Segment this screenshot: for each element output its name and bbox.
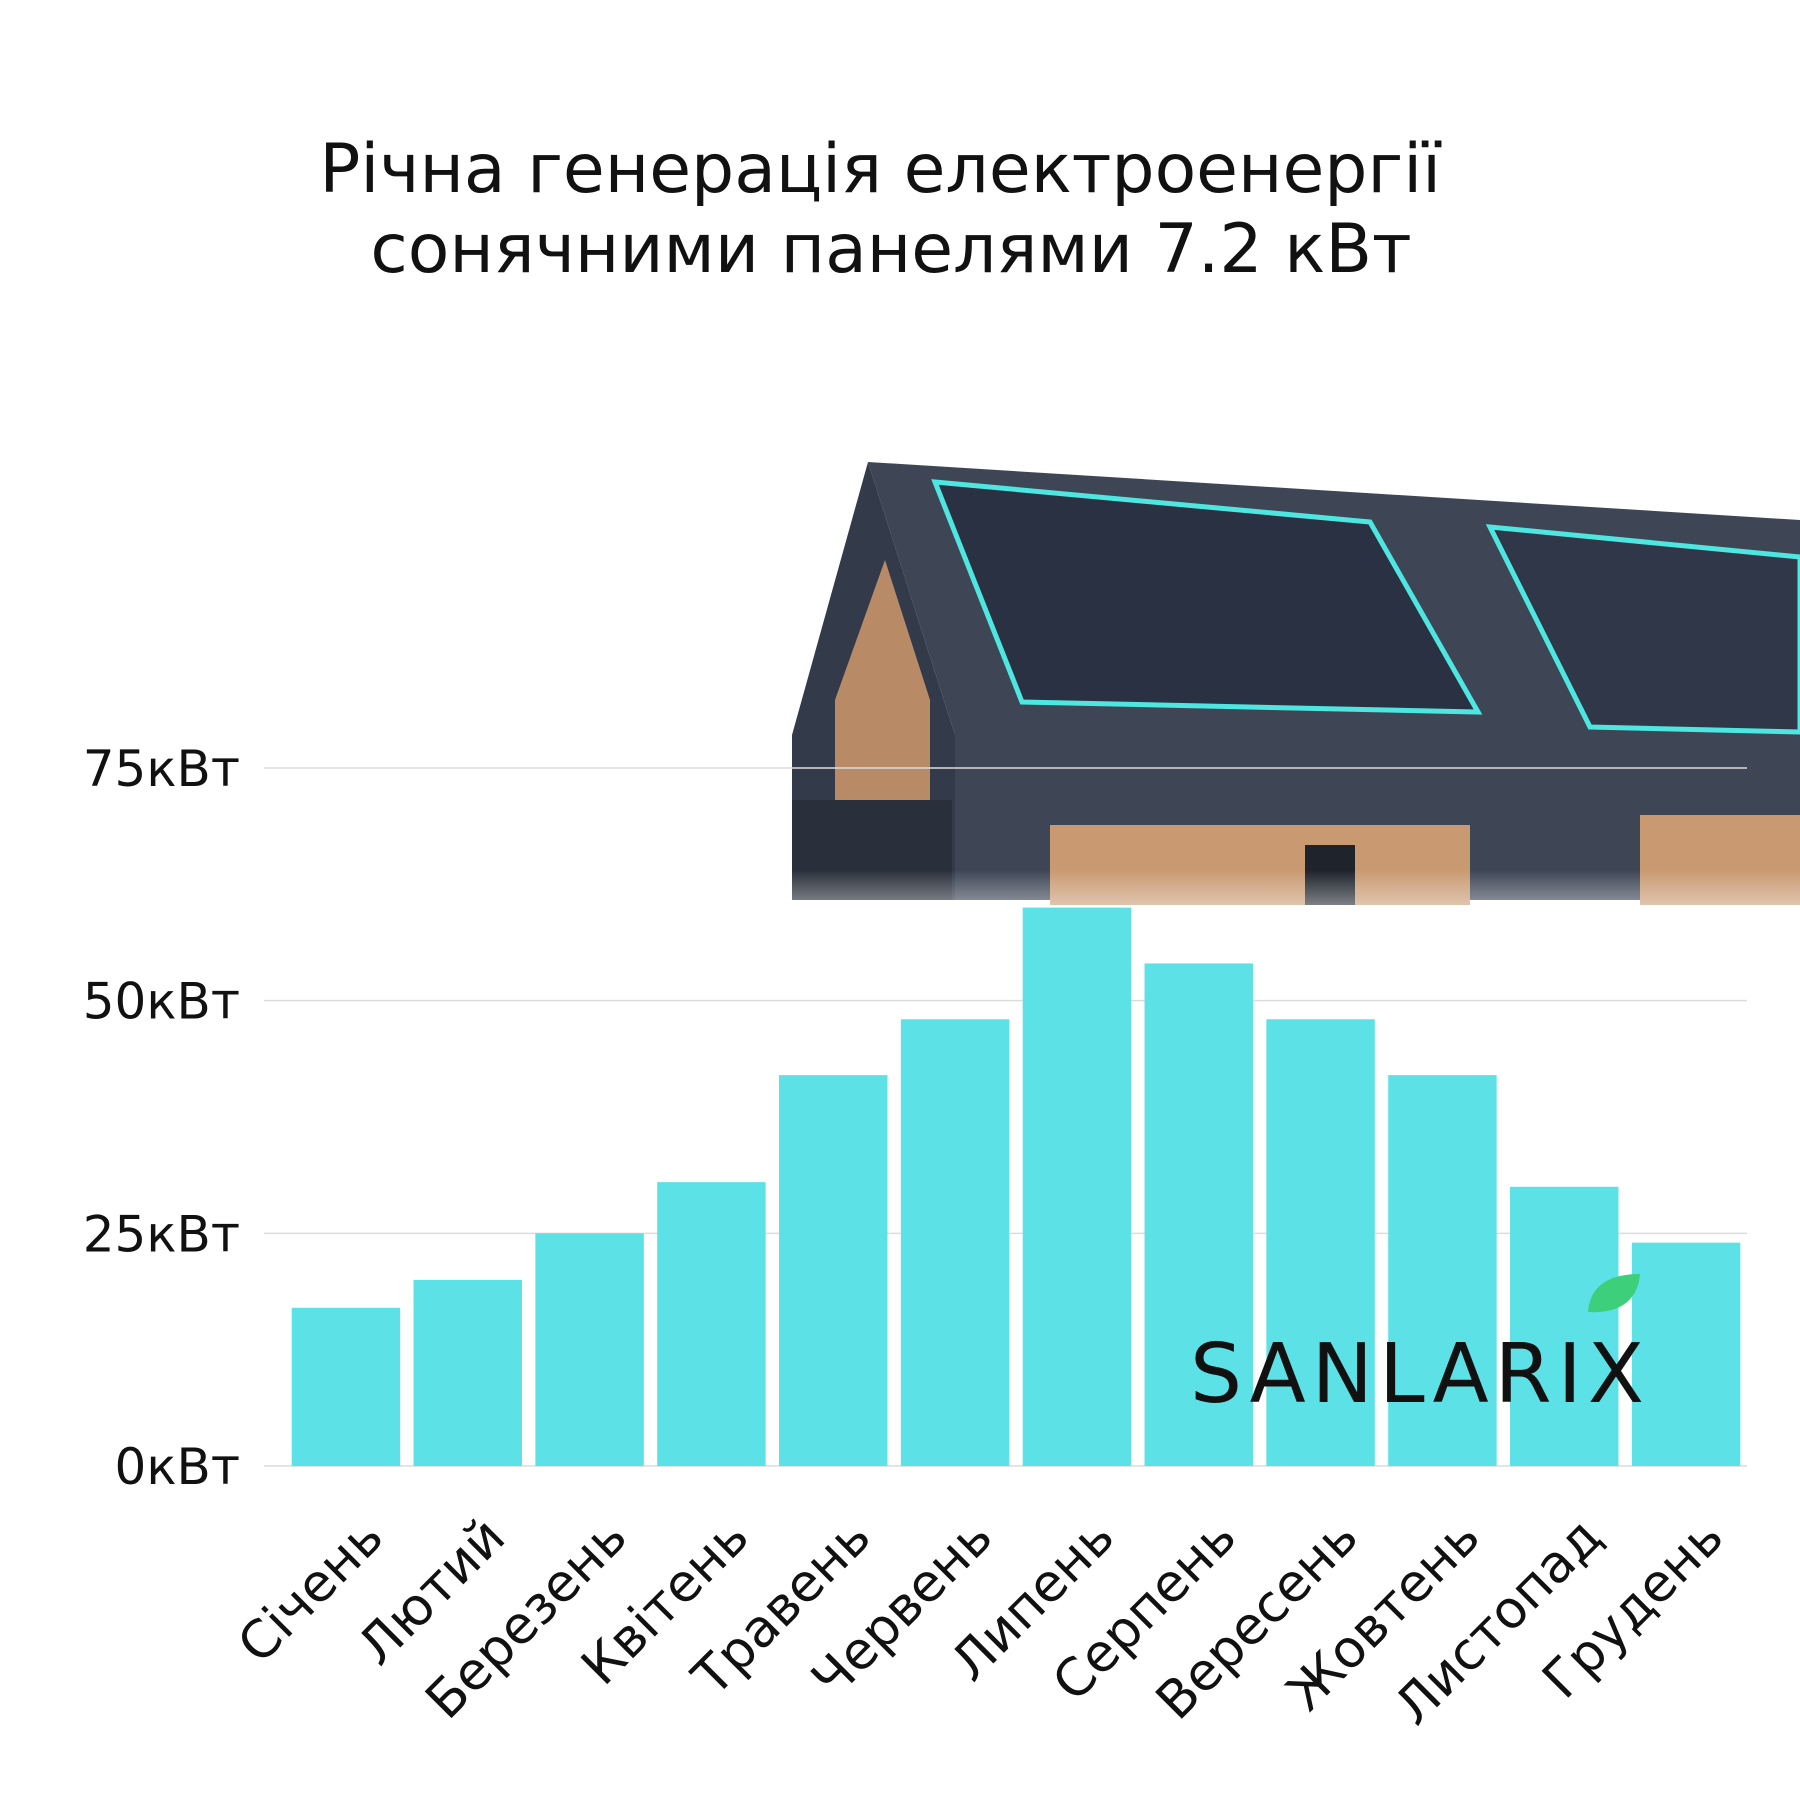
- brand-leaf: [1588, 1274, 1640, 1313]
- bar: [291, 1307, 401, 1466]
- house-image: [780, 462, 1800, 1070]
- y-tick-label: 75кВт: [83, 740, 240, 798]
- bar: [1144, 963, 1253, 1466]
- bar: [657, 1182, 766, 1466]
- bar: [1388, 1075, 1497, 1466]
- title-line: Річна генерація електроенергії: [319, 130, 1442, 209]
- bar: [1266, 1019, 1375, 1466]
- y-tick-label: 50кВт: [83, 973, 240, 1031]
- bar: [1510, 1186, 1619, 1466]
- bar: [779, 1075, 888, 1466]
- bar: [1631, 1242, 1741, 1466]
- bar: [413, 1279, 522, 1466]
- bar: [1022, 907, 1132, 1466]
- chart-title: Річна генерація електроенергії сонячними…: [319, 130, 1462, 289]
- bar: [535, 1233, 644, 1466]
- brand-logo: SANLARIX: [1190, 1274, 1650, 1422]
- title-line: сонячними панелями 7.2 кВт: [370, 210, 1411, 289]
- y-tick-label: 0кВт: [115, 1438, 240, 1496]
- brand-name: SANLARIX: [1190, 1327, 1650, 1422]
- bar: [900, 1019, 1010, 1466]
- y-tick-label: 25кВт: [83, 1205, 240, 1263]
